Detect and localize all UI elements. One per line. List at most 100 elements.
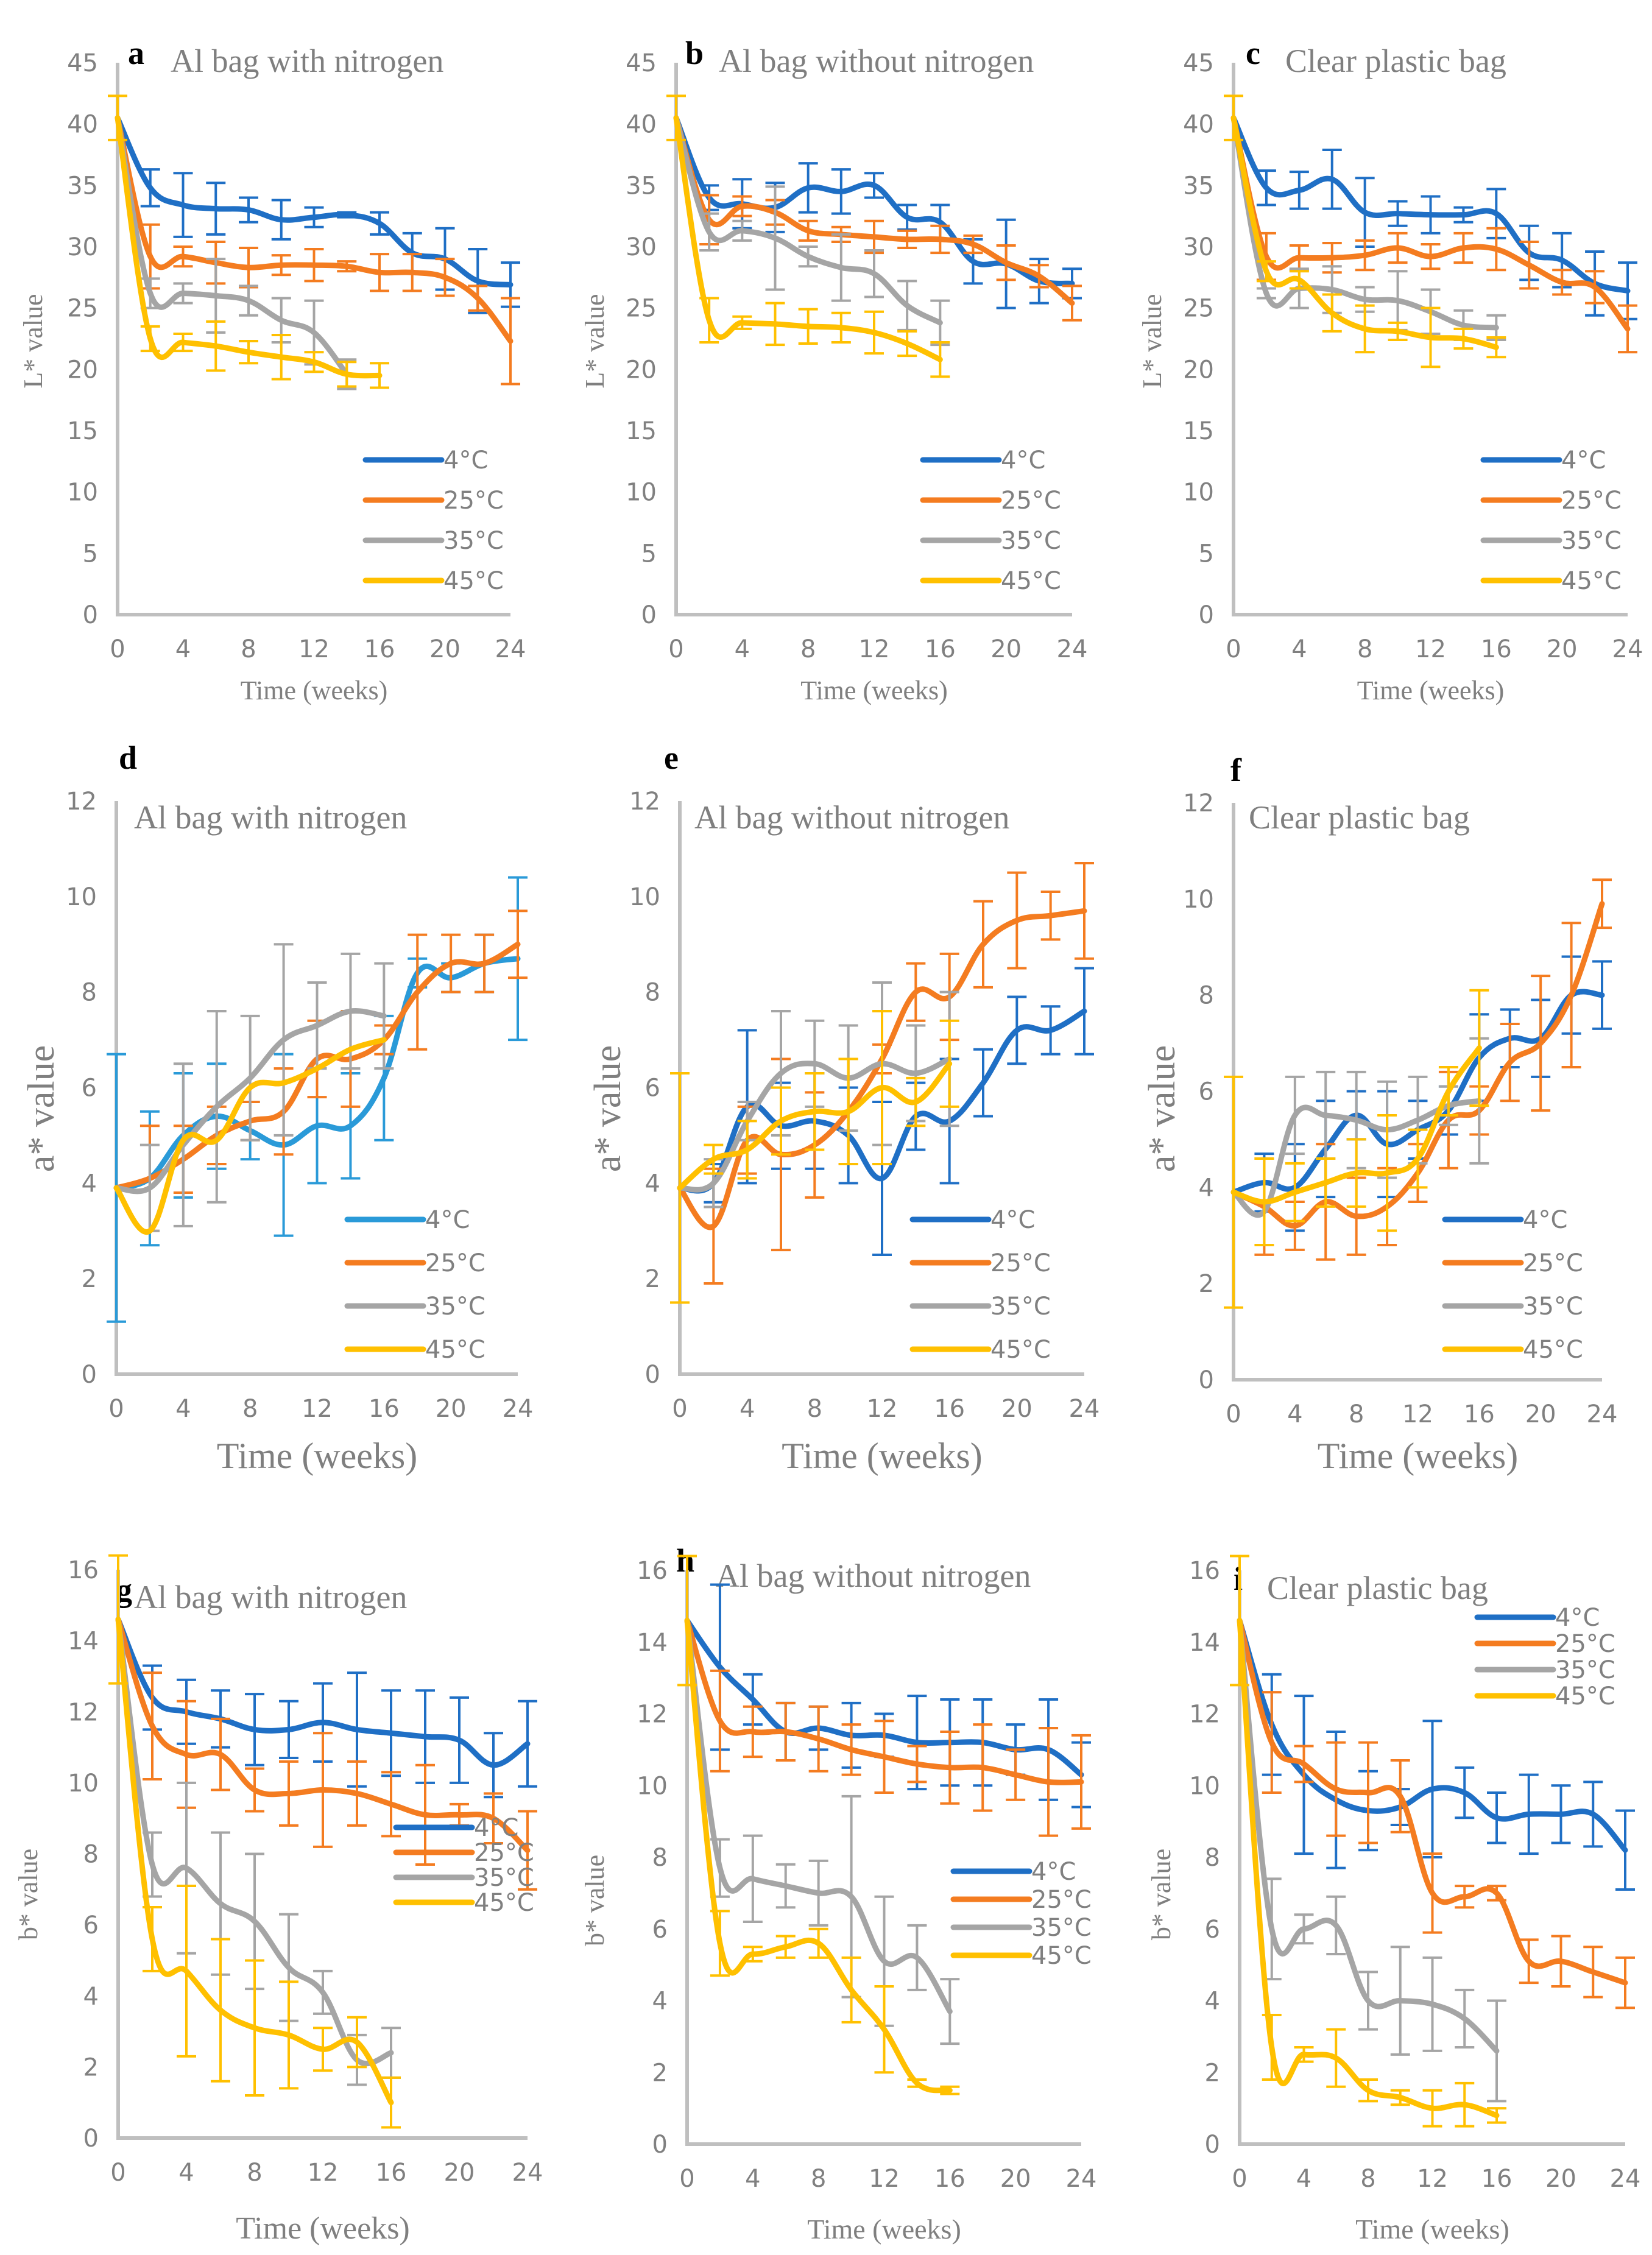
x-tick-label: 20 — [1545, 2165, 1576, 2193]
x-tick-label: 20 — [1547, 635, 1578, 663]
series-line — [115, 1617, 531, 1854]
y-axis-label: b* value — [13, 1849, 43, 1940]
y-tick-label: 10 — [629, 883, 660, 911]
panel-letter: e — [664, 739, 679, 776]
y-axis-label: L* value — [18, 294, 48, 388]
panel-title: Al bag with nitrogen — [134, 1579, 407, 1615]
y-tick-label: 6 — [652, 1916, 668, 1944]
series-25C — [1230, 115, 1637, 354]
y-tick-label: 10 — [68, 1770, 99, 1798]
legend-label: 4°C — [1561, 446, 1606, 475]
legend-label: 25°C — [1523, 1249, 1583, 1277]
legend-label: 45°C — [1001, 567, 1061, 595]
series-line — [115, 1617, 394, 2106]
series-4C — [1230, 955, 1612, 1232]
y-tick-label: 35 — [626, 172, 657, 200]
legend: 4°C 25°C 35°C 45°C — [1480, 446, 1622, 595]
series-line — [113, 1037, 387, 1235]
y-tick-label: 0 — [645, 1361, 660, 1389]
x-tick-label: 4 — [1296, 2165, 1311, 2193]
legend: 4°C25°C35°C45°C — [393, 1814, 534, 1917]
axis-lines — [116, 1570, 528, 2140]
y-tick-label: 5 — [1199, 540, 1214, 568]
chart-panel-a: a 0 5 10 15 20 25 30 35 40 45 0 4 8 12 16 20 24 Al bag wit… — [18, 35, 526, 705]
x-tick-label: 24 — [1612, 635, 1643, 663]
series-45C — [666, 94, 950, 378]
legend-label: 45°C — [990, 1336, 1051, 1364]
x-tick-label: 24 — [1610, 2165, 1641, 2193]
x-tick-label: 12 — [859, 635, 890, 663]
panel-letter: f — [1230, 752, 1242, 788]
legend-item: 35°C — [1474, 1656, 1615, 1684]
y-tick-label: 40 — [67, 111, 98, 139]
y-tick-label: 30 — [626, 233, 657, 261]
x-tick-label: 20 — [1525, 1400, 1556, 1428]
y-tick-label: 4 — [1199, 1174, 1214, 1202]
legend-item: 25°C — [920, 487, 1061, 515]
y-tick-label: 40 — [1183, 111, 1214, 139]
legend-item: 25°C — [909, 1249, 1051, 1277]
chart-panel-c: c 0 5 10 15 20 25 30 35 40 45 0 4 8 12 16 20 24 Clear plas… — [1137, 35, 1643, 705]
y-tick-label: 8 — [83, 1841, 99, 1869]
legend-label: 25°C — [1555, 1630, 1615, 1658]
legend-label: 35°C — [1523, 1293, 1583, 1321]
series-45C — [1230, 1555, 1506, 2128]
x-tick-label: 24 — [1069, 1395, 1100, 1423]
series-line — [684, 1617, 953, 2094]
legend-label: 35°C — [425, 1293, 485, 1321]
x-tick-label: 0 — [1226, 1400, 1241, 1428]
legend-label: 4°C — [990, 1206, 1035, 1234]
x-tick-label: 8 — [247, 2159, 262, 2187]
x-tick-label: 0 — [672, 1395, 687, 1423]
panel-letter: c — [1246, 35, 1260, 71]
y-tick-label: 12 — [66, 788, 97, 816]
series-line — [115, 115, 514, 344]
legend: 4°C 25°C 35°C 45°C — [909, 1206, 1051, 1364]
axis-lines — [1232, 803, 1602, 1382]
legend-item: 35°C — [1480, 527, 1622, 555]
y-tick-label: 6 — [1205, 1916, 1220, 1944]
legend-item: 45°C — [1480, 567, 1622, 595]
legend-item: 25°C — [1480, 487, 1622, 515]
y-tick-label: 6 — [83, 1911, 99, 1939]
y-tick-label: 0 — [83, 2125, 99, 2153]
legend-label: 25°C — [1001, 487, 1061, 515]
legend-item: 4°C — [1442, 1206, 1567, 1234]
panel-letter: a — [128, 35, 144, 71]
series-line — [115, 115, 383, 379]
legend-label: 4°C — [425, 1206, 470, 1234]
x-tick-label: 8 — [241, 635, 256, 663]
x-tick-label: 16 — [934, 1395, 965, 1423]
legend-label: 25°C — [425, 1249, 485, 1277]
series-25C — [1230, 878, 1612, 1261]
panel-title: Al bag without nitrogen — [719, 43, 1034, 79]
axis-lines — [115, 801, 518, 1376]
series-45C — [1224, 94, 1506, 369]
legend: 4°C25°C35°C45°C — [920, 446, 1061, 595]
series-35C — [1230, 1037, 1489, 1218]
legend-item: 35°C — [909, 1293, 1051, 1321]
y-tick-label: 30 — [1183, 233, 1214, 261]
legend-label: 4°C — [1001, 446, 1045, 475]
y-tick-label: 16 — [68, 1556, 99, 1584]
legend-label: 4°C — [1523, 1206, 1567, 1234]
y-tick-label: 2 — [1199, 1270, 1214, 1298]
x-axis-label: Time (weeks) — [217, 1436, 417, 1476]
legend-label: 35°C — [1561, 527, 1622, 555]
legend-item: 4°C — [362, 446, 488, 475]
series-line — [1230, 115, 1499, 331]
x-tick-label: 12 — [308, 2159, 339, 2187]
axis-lines — [1238, 1570, 1625, 2146]
x-tick-label: 0 — [1232, 2165, 1247, 2193]
series-35C — [1237, 1617, 1506, 2103]
series-45C — [113, 1037, 387, 1235]
y-tick-label: 15 — [626, 417, 657, 445]
series-line — [113, 1008, 387, 1195]
legend-item: 4°C — [909, 1206, 1035, 1234]
y-tick-label: 0 — [82, 1361, 97, 1389]
x-tick-label: 0 — [679, 2165, 694, 2193]
axis-lines — [685, 1570, 1081, 2146]
y-tick-label: 0 — [641, 601, 657, 629]
legend-item: 35°C — [1442, 1293, 1583, 1321]
